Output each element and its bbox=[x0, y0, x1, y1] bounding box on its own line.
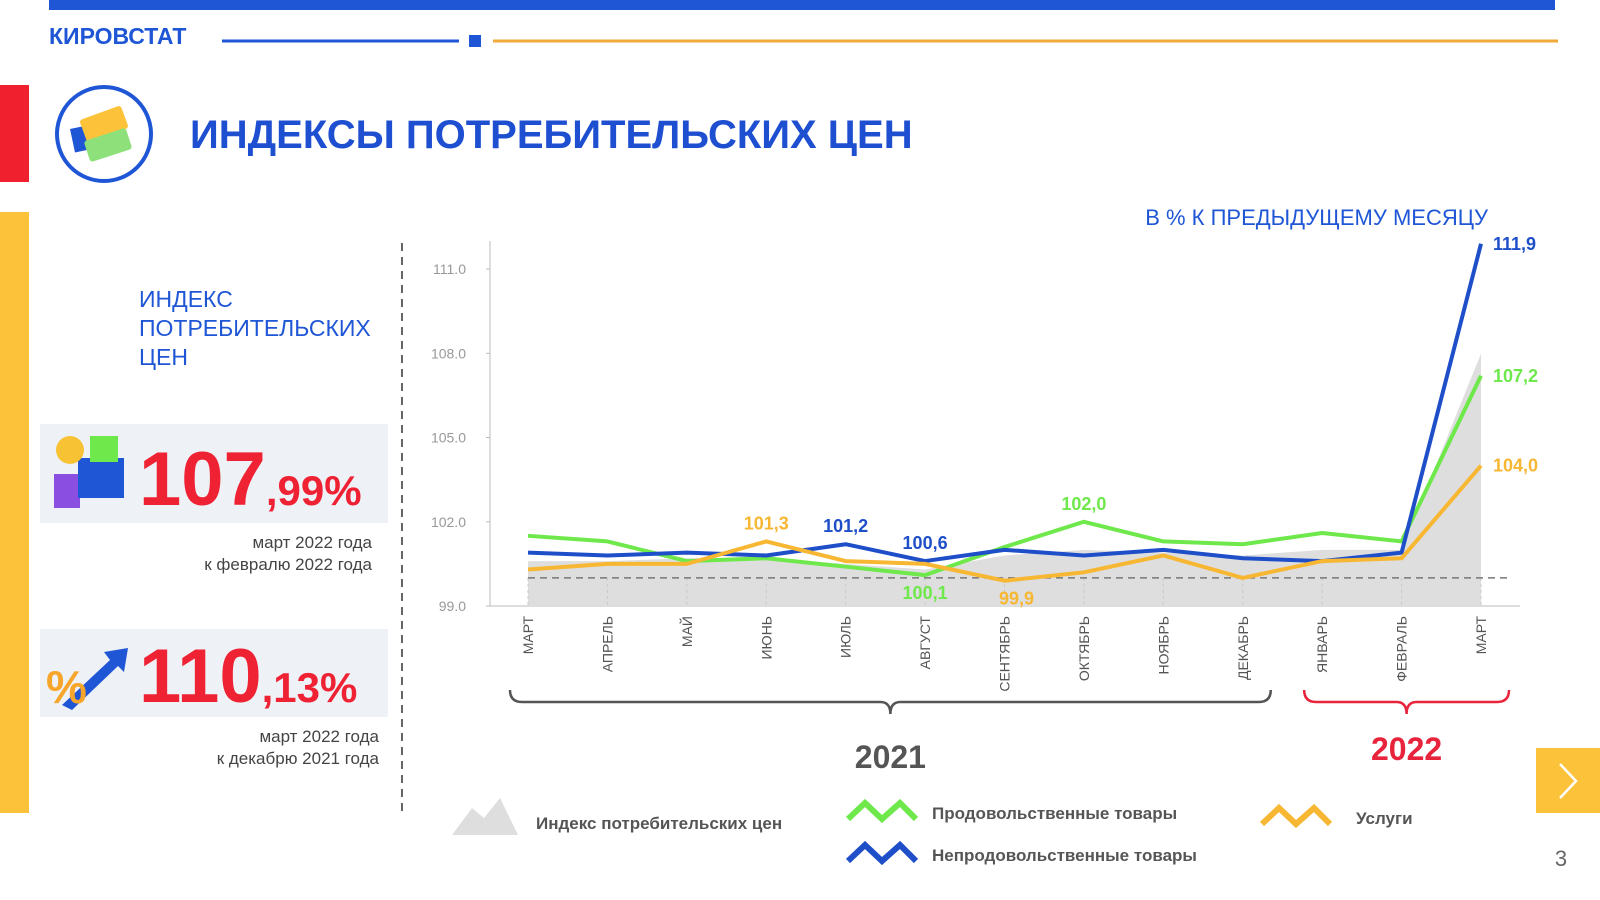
line bbox=[527, 464, 1483, 583]
title-icon bbox=[55, 85, 153, 183]
legend-label: Услуги bbox=[1356, 809, 1413, 828]
legend-icon bbox=[845, 840, 919, 866]
brand: КИРОВСТАТ bbox=[49, 23, 186, 49]
x-tick-label: СЕНТЯБРЬ bbox=[997, 616, 1013, 692]
top-bar bbox=[49, 0, 1555, 10]
kpi-caption: март 2022 года bbox=[259, 727, 379, 746]
area bbox=[528, 353, 1481, 606]
x-tick-label: МАРТ bbox=[1473, 616, 1489, 655]
kpi-fraction: ,99% bbox=[266, 467, 362, 514]
y-tick-label: 99.0 bbox=[439, 598, 466, 614]
next-arrow[interactable] bbox=[1559, 763, 1578, 799]
x-tick-label: ЯНВАРЬ bbox=[1314, 616, 1330, 673]
data-label: 101,3 bbox=[744, 513, 789, 533]
kpi-integer: 107 bbox=[139, 437, 266, 522]
data-label: 99,9 bbox=[999, 589, 1034, 609]
y-tick-label: 102.0 bbox=[431, 514, 466, 530]
kpi-value: 110,13% bbox=[139, 634, 357, 719]
x-tick-label: ИЮЛЬ bbox=[838, 616, 854, 658]
svg-text:%: % bbox=[46, 661, 87, 713]
data-label: 101,2 bbox=[823, 516, 868, 536]
chart: 99.0 102.0 105.0 108.0 111.0 МАРТ АПРЕЛЬ МАЙ ИЮН… bbox=[431, 234, 1538, 866]
data-label: 111,9 bbox=[1493, 234, 1536, 254]
line bbox=[527, 374, 1483, 578]
red-accent bbox=[0, 85, 29, 182]
x-tick-label: ФЕВРАЛЬ bbox=[1394, 616, 1410, 682]
sidebar-heading: ПОТРЕБИТЕЛЬСКИХ bbox=[139, 315, 371, 341]
next-button[interactable] bbox=[1536, 748, 1600, 813]
kpi-fraction: ,13% bbox=[262, 664, 358, 711]
line bbox=[527, 243, 1483, 564]
x-tick-label: ДЕКАБРЬ bbox=[1235, 616, 1251, 680]
sidebar-heading: ЦЕН bbox=[139, 344, 188, 370]
year-label: 2021 bbox=[855, 739, 926, 775]
x-tick-label: АВГУСТ bbox=[917, 616, 933, 670]
x-tick-label: МАЙ bbox=[678, 616, 695, 647]
legend-icon bbox=[845, 798, 919, 824]
y-tick-label: 105.0 bbox=[431, 430, 466, 446]
legend-label: Непродовольственные товары bbox=[932, 846, 1197, 865]
legend-label: Индекс потребительских цен bbox=[536, 814, 782, 833]
page-number: 3 bbox=[1555, 846, 1567, 871]
data-label: 100,6 bbox=[903, 533, 948, 553]
legend-label: Продовольственные товары bbox=[932, 804, 1177, 823]
kpi-caption: март 2022 года bbox=[252, 533, 372, 552]
year-label: 2022 bbox=[1371, 731, 1442, 767]
kpi-icon: % bbox=[46, 648, 128, 713]
x-tick-label: НОЯБРЬ bbox=[1155, 616, 1171, 675]
y-tick-label: 111.0 bbox=[433, 261, 466, 277]
legend-icon bbox=[1259, 803, 1333, 829]
x-tick-label: АПРЕЛЬ bbox=[599, 616, 615, 672]
y-tick-label: 108.0 bbox=[431, 345, 466, 361]
legend-icon bbox=[452, 798, 518, 835]
kpi-integer: 110 bbox=[139, 634, 262, 719]
year-bracket bbox=[1302, 689, 1511, 715]
x-tick-label: ОКТЯБРЬ bbox=[1076, 616, 1092, 681]
x-tick-label: МАРТ bbox=[520, 616, 536, 655]
data-label: 100,1 bbox=[903, 583, 948, 603]
yellow-accent bbox=[0, 212, 29, 813]
kpi-icon bbox=[54, 436, 124, 508]
sidebar-heading: ИНДЕКС bbox=[139, 286, 233, 312]
year-bracket bbox=[508, 689, 1272, 715]
chart-subtitle: В % К ПРЕДЫДУЩЕМУ МЕСЯЦУ bbox=[1145, 205, 1489, 230]
kpi-value: 107,99% bbox=[139, 437, 362, 522]
kpi-caption: к февралю 2022 года bbox=[204, 555, 372, 574]
data-label: 104,0 bbox=[1493, 456, 1538, 476]
data-label: 102,0 bbox=[1061, 494, 1106, 514]
header-square bbox=[469, 35, 481, 47]
slide-title: ИНДЕКСЫ ПОТРЕБИТЕЛЬСКИХ ЦЕН bbox=[190, 113, 913, 157]
x-tick-label: ИЮНЬ bbox=[758, 616, 774, 660]
data-label: 107,2 bbox=[1493, 366, 1538, 386]
kpi-caption: к декабрю 2021 года bbox=[217, 749, 380, 768]
